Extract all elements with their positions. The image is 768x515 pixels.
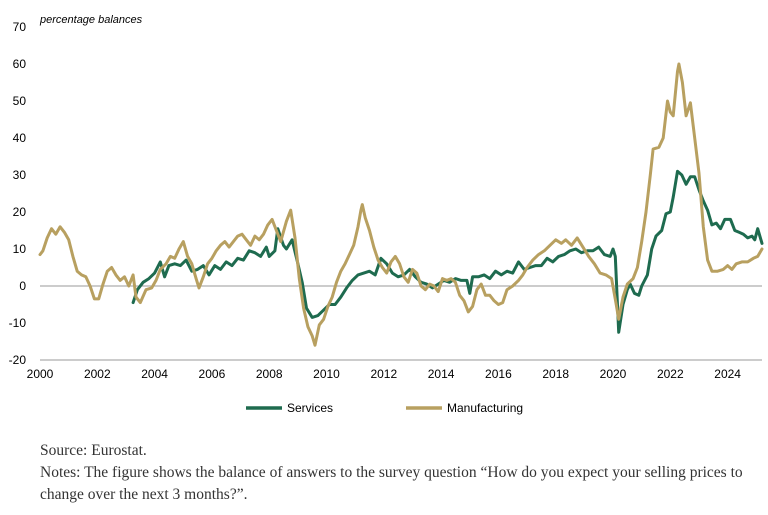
y-tick-label: 0 [19,279,26,293]
legend-label-manufacturing: Manufacturing [447,401,523,415]
line-chart: percentage balances -20 -10 0 10 20 30 40 50 60 7… [9,14,764,415]
y-tick-label: -20 [9,353,27,367]
x-tick-label: 2000 [27,367,54,381]
x-tick-label: 2006 [199,367,226,381]
y-axis-tick-labels: -20 -10 0 10 20 30 40 50 60 70 [9,20,27,367]
series-lines [38,62,764,347]
x-tick-label: 2020 [600,367,627,381]
y-tick-label: 20 [13,205,27,219]
source-note: Source: Eurostat. [40,442,147,459]
legend: Services Manufacturing [246,401,523,415]
series-line-manufacturing [38,62,764,347]
figure-notes: Source: Eurostat. Notes: The figure show… [40,440,760,506]
y-tick-label: 60 [13,57,27,71]
series-line-services [131,169,764,334]
x-tick-label: 2016 [485,367,512,381]
x-tick-label: 2004 [141,367,168,381]
x-tick-label: 2024 [714,367,741,381]
y-tick-label: 50 [13,94,27,108]
y-tick-label: 10 [13,242,27,256]
survey-note: Notes: The figure shows the balance of a… [40,464,743,503]
x-tick-label: 2002 [84,367,111,381]
x-tick-label: 2010 [313,367,340,381]
y-tick-label: 70 [13,20,27,34]
x-tick-label: 2018 [542,367,569,381]
x-tick-label: 2012 [370,367,397,381]
legend-label-services: Services [287,401,333,415]
y-tick-label: -10 [9,316,27,330]
y-unit-label: percentage balances [39,14,143,26]
x-tick-label: 2014 [428,367,455,381]
y-tick-label: 40 [13,131,27,145]
x-tick-label: 2022 [657,367,684,381]
x-axis-tick-labels: 2000 2002 2004 2006 2008 2010 2012 2014 2016 2018… [27,367,742,381]
x-tick-label: 2008 [256,367,283,381]
y-tick-label: 30 [13,168,27,182]
